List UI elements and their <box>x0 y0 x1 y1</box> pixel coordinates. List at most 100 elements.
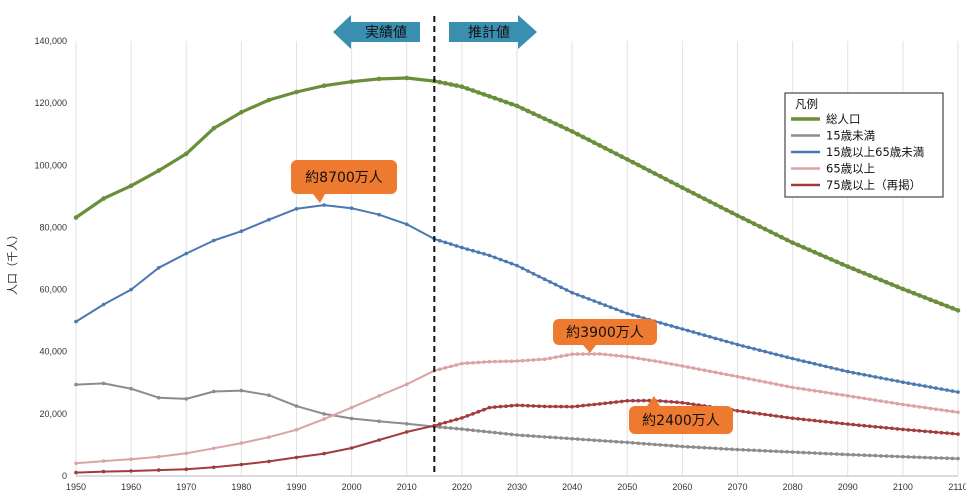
data-point <box>537 357 541 362</box>
data-point <box>939 301 944 307</box>
data-point <box>779 354 784 358</box>
data-point <box>641 165 647 171</box>
data-point <box>613 151 619 157</box>
data-point <box>873 275 878 281</box>
data-point <box>653 359 657 363</box>
data-point <box>487 94 492 99</box>
data-point <box>956 390 960 394</box>
data-point <box>498 431 503 436</box>
data-point <box>812 389 817 393</box>
data-point <box>509 403 514 408</box>
data-point <box>768 413 773 418</box>
data-point <box>708 335 712 339</box>
data-point <box>751 221 757 226</box>
data-point <box>531 272 536 276</box>
data-point <box>906 381 911 386</box>
data-point <box>642 398 646 403</box>
x-tick-label: 1970 <box>176 482 196 492</box>
data-point <box>101 469 106 474</box>
data-point <box>851 453 856 457</box>
data-point <box>906 288 911 294</box>
data-point <box>895 379 900 383</box>
data-point <box>481 92 487 97</box>
data-point <box>702 445 707 450</box>
data-point <box>156 395 161 400</box>
data-point <box>923 384 927 388</box>
data-point <box>156 468 161 472</box>
data-point <box>807 388 811 392</box>
data-point <box>504 259 508 264</box>
data-point <box>448 82 454 87</box>
data-point <box>454 244 459 248</box>
x-tick-label: 2060 <box>672 482 692 492</box>
gridlines <box>75 41 959 476</box>
data-point <box>763 412 767 417</box>
data-point <box>515 359 519 363</box>
data-point <box>730 373 734 378</box>
data-point <box>934 456 938 460</box>
data-point <box>675 325 679 330</box>
data-point <box>928 406 933 411</box>
data-point <box>460 361 464 366</box>
data-point <box>922 295 928 300</box>
data-point <box>757 379 762 383</box>
x-tick-label: 2100 <box>893 482 913 492</box>
legend-label: 65歳以上 <box>826 162 875 176</box>
data-point <box>603 352 607 357</box>
data-point <box>939 430 944 435</box>
data-point <box>856 268 862 274</box>
data-point <box>493 405 497 409</box>
data-point <box>581 352 585 356</box>
data-point <box>950 431 955 436</box>
data-point <box>631 355 635 360</box>
data-point <box>768 381 773 385</box>
data-point <box>956 432 960 436</box>
data-point <box>592 299 596 303</box>
y-tick-label: 140,000 <box>34 36 67 46</box>
data-point <box>614 400 618 404</box>
data-point <box>697 331 701 336</box>
data-point <box>603 401 607 406</box>
y-tick-label: 100,000 <box>34 160 67 170</box>
data-point <box>868 374 872 378</box>
data-point <box>779 449 784 454</box>
data-point <box>773 232 779 237</box>
data-point <box>608 305 613 310</box>
callout-text: 約2400万人 <box>642 413 720 429</box>
data-point <box>647 442 652 446</box>
data-point <box>834 421 839 425</box>
data-point <box>542 404 547 409</box>
data-point <box>559 436 563 440</box>
data-point <box>785 450 789 454</box>
y-tick-label: 0 <box>62 471 67 481</box>
data-point <box>625 157 630 162</box>
x-tick-label: 2010 <box>397 482 417 492</box>
data-point <box>939 387 944 391</box>
data-point <box>796 358 800 362</box>
data-point <box>503 99 509 105</box>
data-point <box>581 437 585 442</box>
data-point <box>774 352 778 357</box>
data-point <box>675 400 679 405</box>
data-point <box>569 129 575 134</box>
legend-label: 75歳以上（再掲） <box>826 178 921 192</box>
data-point <box>597 402 602 406</box>
data-point <box>647 168 652 173</box>
data-point <box>746 218 751 224</box>
data-point <box>101 302 106 307</box>
data-point <box>735 409 740 413</box>
data-point <box>129 386 133 391</box>
data-point <box>614 439 618 444</box>
data-point <box>785 384 789 389</box>
data-point <box>525 108 531 114</box>
data-point <box>586 297 591 301</box>
data-point <box>482 407 486 412</box>
data-point <box>702 368 707 373</box>
data-point <box>796 450 800 455</box>
data-point <box>73 215 79 220</box>
data-point <box>884 400 889 404</box>
data-point <box>614 353 618 358</box>
data-point <box>774 382 778 387</box>
data-point <box>619 354 624 358</box>
data-point <box>829 365 833 370</box>
